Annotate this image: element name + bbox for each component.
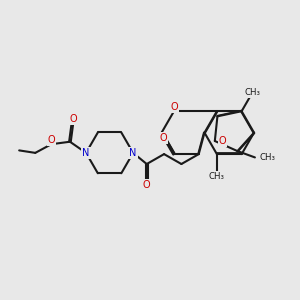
Text: O: O (70, 114, 77, 124)
Text: CH₃: CH₃ (260, 153, 276, 162)
Text: CH₃: CH₃ (209, 172, 225, 181)
Text: N: N (129, 148, 137, 158)
Text: O: O (143, 180, 151, 190)
Text: O: O (160, 133, 167, 143)
Text: O: O (170, 103, 178, 112)
Text: O: O (48, 135, 55, 145)
Text: N: N (82, 148, 90, 158)
Text: O: O (218, 136, 226, 146)
Text: CH₃: CH₃ (244, 88, 260, 97)
